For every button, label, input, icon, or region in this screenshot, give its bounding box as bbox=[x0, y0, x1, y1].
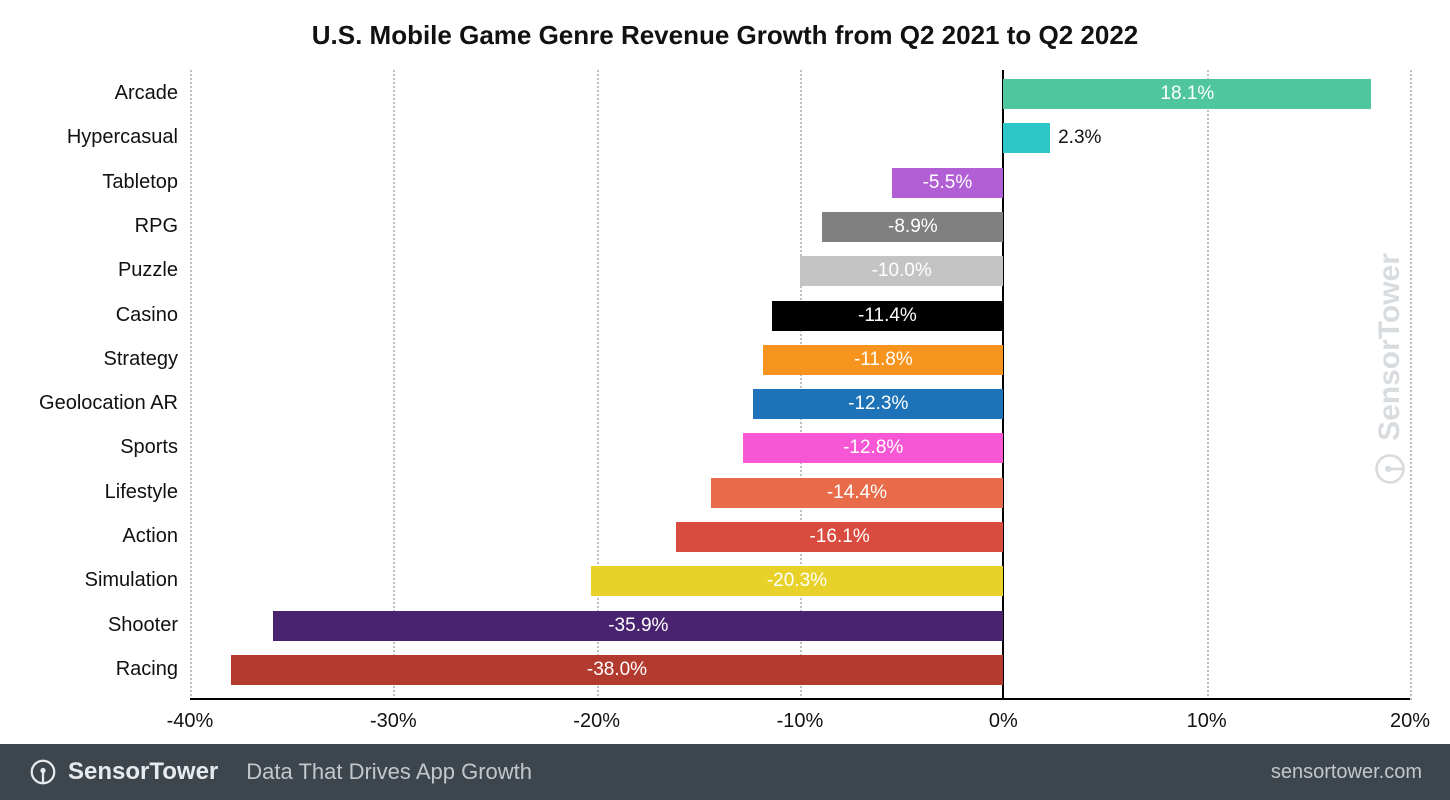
bar: -11.8% bbox=[763, 345, 1003, 375]
y-axis-label: Sports bbox=[120, 436, 190, 459]
bar-value-label: -10.0% bbox=[800, 260, 1003, 282]
bar-value-label: -35.9% bbox=[273, 615, 1003, 637]
x-tick-label: -40% bbox=[167, 700, 214, 733]
footer-brand-text: SensorTower bbox=[68, 758, 218, 786]
grid-line bbox=[190, 70, 192, 700]
bar-value-label: 2.3% bbox=[1050, 127, 1101, 149]
grid-line bbox=[393, 70, 395, 700]
bar: -35.9% bbox=[273, 611, 1003, 641]
y-axis-label: Casino bbox=[116, 304, 190, 327]
footer-url: sensortower.com bbox=[1271, 761, 1422, 784]
y-axis-label: Hypercasual bbox=[67, 126, 190, 149]
bar: -38.0% bbox=[231, 655, 1004, 685]
y-axis-label: RPG bbox=[135, 215, 190, 238]
watermark-text: SensorTower bbox=[1373, 253, 1407, 441]
y-axis-label: Geolocation AR bbox=[39, 392, 190, 415]
bar: -10.0% bbox=[800, 256, 1003, 286]
bar: -5.5% bbox=[892, 168, 1004, 198]
y-axis-label: Tabletop bbox=[102, 171, 190, 194]
watermark-logo-icon bbox=[1372, 451, 1408, 487]
bar-value-label: -8.9% bbox=[822, 216, 1003, 238]
bar: -14.4% bbox=[711, 478, 1004, 508]
bar-value-label: -5.5% bbox=[892, 172, 1004, 194]
y-axis-label: Action bbox=[122, 525, 190, 548]
bar-value-label: -12.3% bbox=[753, 393, 1003, 415]
x-tick-label: 0% bbox=[989, 700, 1018, 733]
bar-value-label: -11.4% bbox=[772, 305, 1004, 327]
y-axis-label: Strategy bbox=[104, 348, 190, 371]
bar-value-label: -14.4% bbox=[711, 482, 1004, 504]
footer-tagline: Data That Drives App Growth bbox=[246, 759, 532, 785]
y-axis-label: Lifestyle bbox=[105, 481, 190, 504]
bar: -16.1% bbox=[676, 522, 1003, 552]
y-axis-label: Simulation bbox=[85, 569, 190, 592]
chart-stage: U.S. Mobile Game Genre Revenue Growth fr… bbox=[0, 0, 1450, 800]
x-tick-label: -30% bbox=[370, 700, 417, 733]
watermark: SensorTower bbox=[1372, 253, 1408, 487]
grid-line bbox=[1207, 70, 1209, 700]
brand-logo-icon bbox=[28, 757, 58, 787]
plot-area: -40%-30%-20%-10%0%10%20%Arcade18.1%Hyper… bbox=[190, 70, 1410, 700]
footer-bar: SensorTower Data That Drives App Growth … bbox=[0, 744, 1450, 800]
y-axis-label: Shooter bbox=[108, 614, 190, 637]
y-axis-label: Arcade bbox=[115, 82, 190, 105]
bar: 2.3% bbox=[1003, 123, 1050, 153]
y-axis-label: Puzzle bbox=[118, 259, 190, 282]
footer-brand: SensorTower bbox=[28, 757, 218, 787]
grid-line bbox=[1410, 70, 1412, 700]
bar-value-label: 18.1% bbox=[1003, 83, 1371, 105]
bar: 18.1% bbox=[1003, 79, 1371, 109]
bar-value-label: -20.3% bbox=[591, 570, 1004, 592]
grid-line bbox=[800, 70, 802, 700]
x-tick-label: -20% bbox=[573, 700, 620, 733]
bar: -12.8% bbox=[743, 433, 1003, 463]
bar-value-label: -38.0% bbox=[231, 659, 1004, 681]
chart-title: U.S. Mobile Game Genre Revenue Growth fr… bbox=[0, 20, 1450, 51]
bar: -12.3% bbox=[753, 389, 1003, 419]
zero-axis-line bbox=[1002, 70, 1004, 700]
bar: -20.3% bbox=[591, 566, 1004, 596]
bar-value-label: -11.8% bbox=[763, 349, 1003, 371]
y-axis-label: Racing bbox=[116, 658, 190, 681]
grid-line bbox=[597, 70, 599, 700]
bar: -11.4% bbox=[772, 301, 1004, 331]
bar-value-label: -16.1% bbox=[676, 526, 1003, 548]
bar: -8.9% bbox=[822, 212, 1003, 242]
x-tick-label: -10% bbox=[777, 700, 824, 733]
x-tick-label: 20% bbox=[1390, 700, 1430, 733]
bar-value-label: -12.8% bbox=[743, 437, 1003, 459]
x-tick-label: 10% bbox=[1187, 700, 1227, 733]
